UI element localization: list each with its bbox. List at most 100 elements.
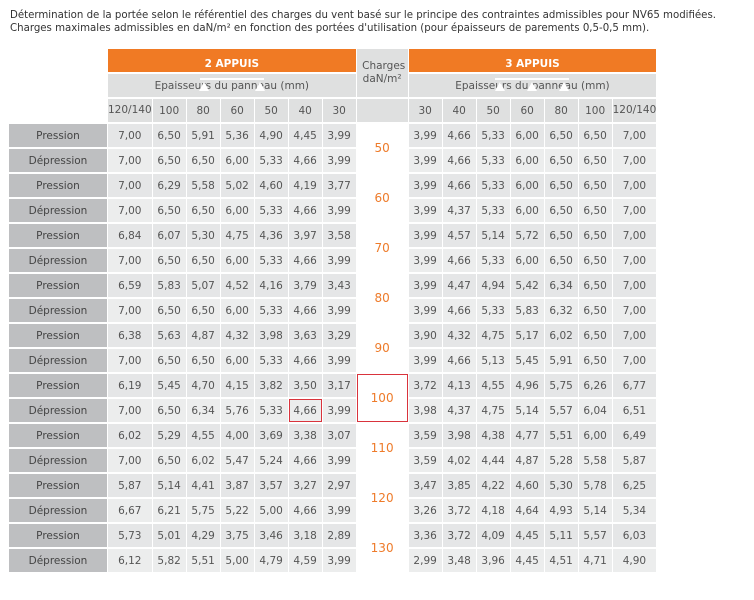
- cell-depression-3appuis: 3,99: [408, 149, 442, 172]
- cell-depression-3appuis: 4,66: [442, 349, 476, 372]
- cell-pression-3appuis: 5,72: [510, 224, 544, 247]
- cell-pression-3appuis: 4,13: [442, 374, 476, 397]
- cell-depression-2appuis: 5,76: [220, 399, 254, 422]
- column-header-left: 120/140: [108, 99, 152, 122]
- cell-depression-3appuis: 7,00: [612, 199, 657, 222]
- cell-depression-3appuis: 6,50: [544, 199, 578, 222]
- cell-depression-3appuis: 4,37: [442, 399, 476, 422]
- row-label-depression: Dépression: [9, 149, 107, 172]
- intro-line-2: Charges maximales admissibles en daN/m² …: [10, 23, 650, 34]
- cell-pression-3appuis: 5,51: [544, 424, 578, 447]
- row-label-depression: Dépression: [9, 449, 107, 472]
- cell-pression-3appuis: 6,03: [612, 524, 657, 547]
- cell-depression-3appuis: 3,99: [408, 249, 442, 272]
- cell-pression-3appuis: 6,25: [612, 474, 657, 497]
- column-header-right: 30: [408, 99, 442, 122]
- cell-depression-3appuis: 5,87: [612, 449, 657, 472]
- cell-depression-3appuis: 5,33: [476, 199, 510, 222]
- column-header-right: 80: [544, 99, 578, 122]
- cell-pression-3appuis: 6,26: [578, 374, 612, 397]
- column-header-left: 60: [220, 99, 254, 122]
- cell-depression-2appuis: 6,00: [220, 149, 254, 172]
- cell-depression-3appuis: 4,18: [476, 499, 510, 522]
- cell-pression-2appuis: 5,91: [186, 124, 220, 147]
- column-header-charges-spacer: [356, 99, 408, 122]
- cell-pression-2appuis: 3,87: [220, 474, 254, 497]
- cell-pression-2appuis: 5,14: [152, 474, 186, 497]
- row-label-depression: Dépression: [9, 199, 107, 222]
- charge-value: 70: [356, 224, 408, 272]
- column-header-right: 60: [510, 99, 544, 122]
- cell-depression-2appuis: 6,50: [152, 149, 186, 172]
- row-label-depression: Dépression: [9, 499, 107, 522]
- table-row: Dépression 7,00 6,50 6,50 6,00 5,33 4,66 3,99 3,…: [9, 149, 657, 172]
- cell-pression-3appuis: 3,99: [408, 224, 442, 247]
- cell-depression-3appuis: 3,98: [408, 399, 442, 422]
- cell-pression-2appuis: 4,45: [288, 124, 322, 147]
- cell-pression-2appuis: 5,87: [108, 474, 152, 497]
- cell-depression-2appuis: 5,51: [186, 549, 220, 572]
- cell-pression-2appuis: 3,29: [322, 324, 356, 347]
- cell-depression-3appuis: 6,50: [578, 199, 612, 222]
- header-3-appuis: 3 APPUIS: [408, 49, 657, 91]
- cell-pression-3appuis: 3,72: [442, 524, 476, 547]
- cell-depression-2appuis: 7,00: [108, 299, 152, 322]
- span-load-table: 2 APPUIS Charges daN/m² 3 APPUIS: [8, 47, 657, 574]
- cell-pression-3appuis: 5,33: [476, 174, 510, 197]
- cell-depression-2appuis: 5,24: [254, 449, 288, 472]
- cell-pression-3appuis: 6,00: [578, 424, 612, 447]
- table-row: Dépression 6,12 5,82 5,51 5,00 4,79 4,59 3,99 2,…: [9, 549, 657, 572]
- table-row: Pression 6,38 5,63 4,87 4,32 3,98 3,63 3,29 90 3,…: [9, 324, 657, 372]
- cell-depression-3appuis: 5,91: [544, 349, 578, 372]
- cell-depression-2appuis: 3,99: [322, 299, 356, 322]
- row-label-pression: Pression: [9, 274, 107, 297]
- cell-pression-2appuis: 4,32: [220, 324, 254, 347]
- cell-depression-2appuis: 6,50: [186, 349, 220, 372]
- table-row: Pression 7,00 6,50 5,91 5,36 4,90 4,45 3,99 50 3,…: [9, 124, 657, 172]
- cell-pression-2appuis: 3,58: [322, 224, 356, 247]
- cell-depression-3appuis: 4,93: [544, 499, 578, 522]
- cell-pression-2appuis: 5,83: [152, 274, 186, 297]
- cell-pression-3appuis: 4,96: [510, 374, 544, 397]
- cell-pression-3appuis: 7,00: [612, 224, 657, 247]
- cell-pression-2appuis: 6,84: [108, 224, 152, 247]
- cell-pression-2appuis: 7,00: [108, 124, 152, 147]
- cell-pression-2appuis: 6,38: [108, 324, 152, 347]
- cell-pression-2appuis: 5,36: [220, 124, 254, 147]
- cell-depression-2appuis: 6,34: [186, 399, 220, 422]
- cell-depression-2appuis: 5,33: [254, 149, 288, 172]
- cell-pression-2appuis: 3,17: [322, 374, 356, 397]
- cell-depression-3appuis: 6,50: [578, 299, 612, 322]
- cell-depression-3appuis: 6,50: [544, 149, 578, 172]
- cell-pression-2appuis: 4,60: [254, 174, 288, 197]
- column-header-left: 50: [254, 99, 288, 122]
- cell-pression-3appuis: 5,14: [476, 224, 510, 247]
- table-row: Pression 7,00 6,29 5,58 5,02 4,60 4,19 3,77 60 3,…: [9, 174, 657, 222]
- cell-pression-3appuis: 5,78: [578, 474, 612, 497]
- cell-pression-2appuis: 5,73: [108, 524, 152, 547]
- cell-pression-2appuis: 5,29: [152, 424, 186, 447]
- cell-pression-3appuis: 5,11: [544, 524, 578, 547]
- cell-pression-2appuis: 4,19: [288, 174, 322, 197]
- column-header-left: 100: [152, 99, 186, 122]
- cell-pression-2appuis: 3,99: [322, 124, 356, 147]
- cell-depression-3appuis: 5,57: [544, 399, 578, 422]
- cell-pression-3appuis: 5,42: [510, 274, 544, 297]
- cell-depression-3appuis: 4,71: [578, 549, 612, 572]
- cell-pression-3appuis: 6,50: [578, 224, 612, 247]
- row-label-depression: Dépression: [9, 349, 107, 372]
- row-label-pression: Pression: [9, 374, 107, 397]
- cell-pression-2appuis: 4,70: [186, 374, 220, 397]
- cell-pression-2appuis: 5,02: [220, 174, 254, 197]
- cell-depression-2appuis: 7,00: [108, 449, 152, 472]
- cell-depression-3appuis: 6,00: [510, 249, 544, 272]
- column-header-right: 100: [578, 99, 612, 122]
- cell-depression-2appuis: 6,21: [152, 499, 186, 522]
- cell-pression-2appuis: 5,63: [152, 324, 186, 347]
- cell-pression-3appuis: 5,57: [578, 524, 612, 547]
- cell-pression-3appuis: 6,00: [510, 174, 544, 197]
- cell-pression-2appuis: 4,36: [254, 224, 288, 247]
- cell-depression-3appuis: 3,26: [408, 499, 442, 522]
- cell-depression-3appuis: 6,50: [578, 349, 612, 372]
- cell-depression-3appuis: 4,51: [544, 549, 578, 572]
